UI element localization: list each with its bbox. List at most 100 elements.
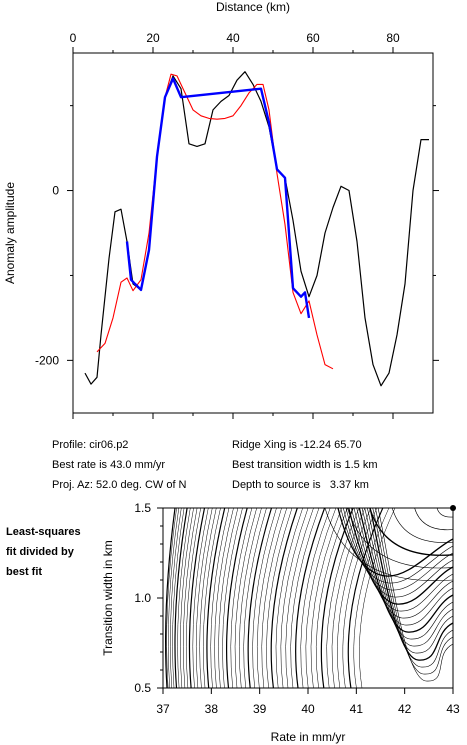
y-tick-label: 0 bbox=[52, 184, 59, 198]
misfit-contour bbox=[266, 508, 293, 688]
misfit-contour bbox=[230, 508, 253, 688]
misfit-contour bbox=[203, 508, 221, 688]
misfit-contour bbox=[364, 508, 453, 647]
misfit-contour bbox=[239, 508, 262, 688]
misfit-contour bbox=[186, 508, 201, 688]
misfit-contour bbox=[222, 508, 243, 688]
y-tick-label: -200 bbox=[35, 353, 59, 367]
contour-x-tick-label: 37 bbox=[156, 702, 170, 716]
x-axis-title: Distance (km) bbox=[216, 0, 290, 14]
misfit-contour bbox=[192, 508, 209, 688]
misfit-contour bbox=[243, 508, 267, 688]
misfit-contour bbox=[436, 508, 453, 518]
misfit-contour bbox=[285, 508, 314, 688]
side-note-line3: best fit bbox=[6, 566, 42, 578]
misfit-contour bbox=[369, 508, 453, 556]
misfit-contour bbox=[369, 508, 453, 661]
misfit-contour bbox=[170, 508, 182, 688]
contour-x-tick-label: 42 bbox=[398, 702, 412, 716]
misfit-contour bbox=[347, 508, 453, 569]
misfit-contour bbox=[324, 508, 453, 581]
x-tick-label: 80 bbox=[386, 31, 400, 45]
contour-x-title: Rate in mm/yr bbox=[271, 730, 346, 744]
misfit-contour bbox=[348, 508, 453, 605]
misfit-contour bbox=[372, 508, 453, 668]
misfit-contour bbox=[377, 508, 453, 682]
misfit-contour bbox=[347, 508, 384, 688]
contour-plot-frame bbox=[162, 507, 454, 689]
misfit-contour bbox=[367, 508, 453, 654]
misfit-contour bbox=[218, 508, 239, 688]
misfit-contour bbox=[174, 508, 188, 688]
y-axis-title: Anomaly amplitude bbox=[3, 182, 17, 284]
misfit-contour bbox=[225, 508, 248, 688]
fitted-window-line bbox=[125, 77, 311, 319]
misfit-contour bbox=[183, 508, 198, 688]
observed-anomaly-line bbox=[84, 71, 429, 387]
contour-x-tick-label: 43 bbox=[446, 702, 460, 716]
info-profile: Profile: cir06.p2 bbox=[52, 439, 128, 451]
misfit-contour bbox=[315, 508, 348, 688]
misfit-contour bbox=[295, 508, 326, 688]
misfit-contour bbox=[320, 508, 354, 688]
misfit-contour bbox=[414, 508, 453, 531]
misfit-contour bbox=[375, 508, 453, 675]
misfit-contour bbox=[247, 508, 273, 688]
misfit-contour bbox=[234, 508, 257, 688]
contour-y-title: Transition width in km bbox=[101, 540, 115, 656]
misfit-contour bbox=[214, 508, 234, 688]
x-tick-label: 60 bbox=[306, 31, 320, 45]
misfit-contour bbox=[275, 508, 303, 688]
misfit-contour bbox=[177, 508, 191, 688]
misfit-contour bbox=[252, 508, 277, 688]
misfit-contour-lines bbox=[165, 508, 453, 688]
info-best-rate: Best rate is 43.0 mm/yr bbox=[52, 459, 165, 471]
info-best-width: Best transition width is 1.5 km bbox=[232, 459, 378, 471]
x-tick-label: 0 bbox=[70, 31, 77, 45]
info-ridge-xing: Ridge Xing is -12.24 65.70 bbox=[232, 439, 362, 451]
misfit-contour bbox=[166, 508, 177, 688]
misfit-contour bbox=[290, 508, 320, 688]
misfit-contour bbox=[195, 508, 213, 688]
x-tick-label: 40 bbox=[226, 31, 240, 45]
misfit-contour bbox=[359, 508, 396, 688]
contour-axis-ticks: 37 38 39 40 41 42 43 0.5 1.0 1.5 bbox=[134, 501, 460, 716]
best-fit-marker bbox=[450, 505, 456, 511]
contour-x-tick-label: 38 bbox=[205, 702, 219, 716]
x-tick-label: 20 bbox=[146, 31, 160, 45]
misfit-contour bbox=[172, 508, 185, 688]
side-note-line2: fit divided by bbox=[6, 546, 75, 558]
misfit-contour bbox=[256, 508, 282, 688]
contour-x-tick-label: 40 bbox=[301, 702, 315, 716]
info-proj-az: Proj. Az: 52.0 deg. CW of N bbox=[52, 479, 187, 491]
contour-y-tick-label: 1.0 bbox=[134, 591, 151, 605]
misfit-contour bbox=[391, 508, 453, 543]
misfit-contour bbox=[280, 508, 309, 688]
misfit-contour bbox=[210, 508, 230, 688]
misfit-contour bbox=[337, 508, 372, 688]
misfit-contour bbox=[188, 508, 206, 688]
misfit-contour bbox=[340, 508, 453, 584]
contour-y-tick-label: 1.5 bbox=[134, 501, 151, 515]
misfit-contour bbox=[270, 508, 298, 688]
misfit-contour bbox=[310, 508, 342, 688]
misfit-contour bbox=[351, 508, 453, 612]
misfit-contour bbox=[353, 508, 390, 688]
misfit-contour bbox=[337, 508, 453, 577]
profile-series-group bbox=[84, 71, 429, 387]
info-depth: Depth to source is 3.37 km bbox=[232, 479, 369, 491]
misfit-contour bbox=[199, 508, 217, 688]
misfit-contour bbox=[300, 508, 331, 688]
misfit-contour bbox=[261, 508, 288, 688]
misfit-contour bbox=[331, 508, 366, 688]
contour-x-tick-label: 39 bbox=[253, 702, 267, 716]
misfit-contour bbox=[180, 508, 194, 688]
misfit-contour bbox=[168, 508, 180, 688]
misfit-contour bbox=[206, 508, 226, 688]
profile-axis-ticks: 0 20 40 60 80 0 -200 bbox=[35, 31, 439, 419]
misfit-contour bbox=[305, 508, 337, 688]
side-note-line1: Least-squares bbox=[6, 526, 81, 538]
contour-y-tick-label: 0.5 bbox=[134, 681, 151, 695]
misfit-contour bbox=[345, 508, 453, 598]
